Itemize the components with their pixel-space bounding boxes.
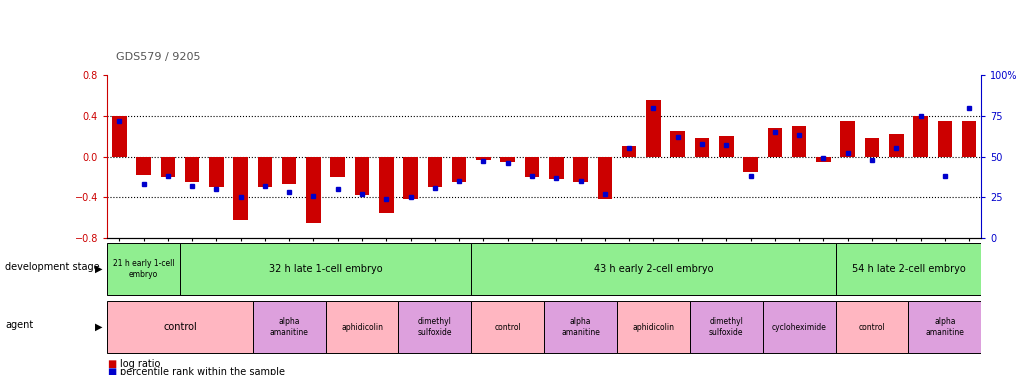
Bar [330, 157, 344, 177]
Bar [864, 138, 878, 157]
Bar [500, 157, 515, 162]
Bar [791, 126, 806, 157]
FancyBboxPatch shape [107, 301, 253, 353]
Text: development stage: development stage [5, 262, 100, 272]
FancyBboxPatch shape [179, 243, 471, 295]
Text: 54 h late 2-cell embryo: 54 h late 2-cell embryo [851, 264, 964, 274]
Text: alpha
amanitine: alpha amanitine [924, 318, 963, 337]
Bar [524, 157, 539, 177]
Text: GDS579 / 9205: GDS579 / 9205 [116, 52, 200, 62]
Bar [306, 157, 320, 223]
Bar [597, 157, 611, 200]
Bar [548, 157, 564, 179]
Text: log ratio: log ratio [120, 359, 161, 369]
FancyBboxPatch shape [471, 243, 835, 295]
Bar [622, 146, 636, 157]
Text: dimethyl
sulfoxide: dimethyl sulfoxide [417, 318, 451, 337]
FancyBboxPatch shape [544, 301, 616, 353]
Bar [645, 100, 660, 157]
Text: alpha
amanitine: alpha amanitine [560, 318, 599, 337]
Bar [258, 157, 272, 187]
FancyBboxPatch shape [325, 301, 398, 353]
Bar [889, 134, 903, 157]
Bar [209, 157, 223, 187]
Text: ▶: ▶ [95, 322, 102, 332]
FancyBboxPatch shape [253, 301, 325, 353]
FancyBboxPatch shape [835, 243, 980, 295]
Text: aphidicolin: aphidicolin [340, 322, 383, 332]
Text: agent: agent [5, 320, 34, 330]
Text: 43 h early 2-cell embryo: 43 h early 2-cell embryo [593, 264, 712, 274]
Bar [184, 157, 199, 182]
Bar [694, 138, 708, 157]
Bar [815, 157, 829, 162]
Bar [476, 157, 490, 160]
Bar [403, 157, 418, 200]
Text: control: control [494, 322, 521, 332]
Bar [112, 116, 126, 157]
FancyBboxPatch shape [398, 301, 471, 353]
Text: aphidicolin: aphidicolin [632, 322, 674, 332]
FancyBboxPatch shape [107, 243, 179, 295]
Bar [718, 136, 733, 157]
Bar [743, 157, 757, 172]
FancyBboxPatch shape [616, 301, 689, 353]
Text: ▶: ▶ [95, 264, 102, 274]
Bar [840, 121, 854, 157]
FancyBboxPatch shape [762, 301, 835, 353]
Text: 21 h early 1-cell
embryо: 21 h early 1-cell embryо [112, 260, 174, 279]
Bar [936, 121, 951, 157]
Bar [573, 157, 587, 182]
Bar [379, 157, 393, 213]
Bar [137, 157, 151, 175]
Text: control: control [858, 322, 884, 332]
Text: ■: ■ [107, 359, 116, 369]
FancyBboxPatch shape [835, 301, 908, 353]
Bar [355, 157, 369, 195]
Bar [160, 157, 175, 177]
Bar [233, 157, 248, 220]
Text: ■: ■ [107, 368, 116, 375]
Text: 32 h late 1-cell embryo: 32 h late 1-cell embryo [269, 264, 382, 274]
FancyBboxPatch shape [471, 301, 544, 353]
Text: percentile rank within the sample: percentile rank within the sample [120, 368, 285, 375]
Text: cycloheximide: cycloheximide [771, 322, 825, 332]
Bar [912, 116, 927, 157]
Text: control: control [163, 322, 197, 332]
Bar [961, 121, 975, 157]
Bar [427, 157, 442, 187]
Bar [281, 157, 297, 184]
Text: alpha
amanitine: alpha amanitine [269, 318, 309, 337]
Text: dimethyl
sulfoxide: dimethyl sulfoxide [708, 318, 743, 337]
FancyBboxPatch shape [689, 301, 762, 353]
FancyBboxPatch shape [908, 301, 980, 353]
Bar [669, 131, 685, 157]
Bar [767, 128, 782, 157]
Bar [451, 157, 466, 182]
